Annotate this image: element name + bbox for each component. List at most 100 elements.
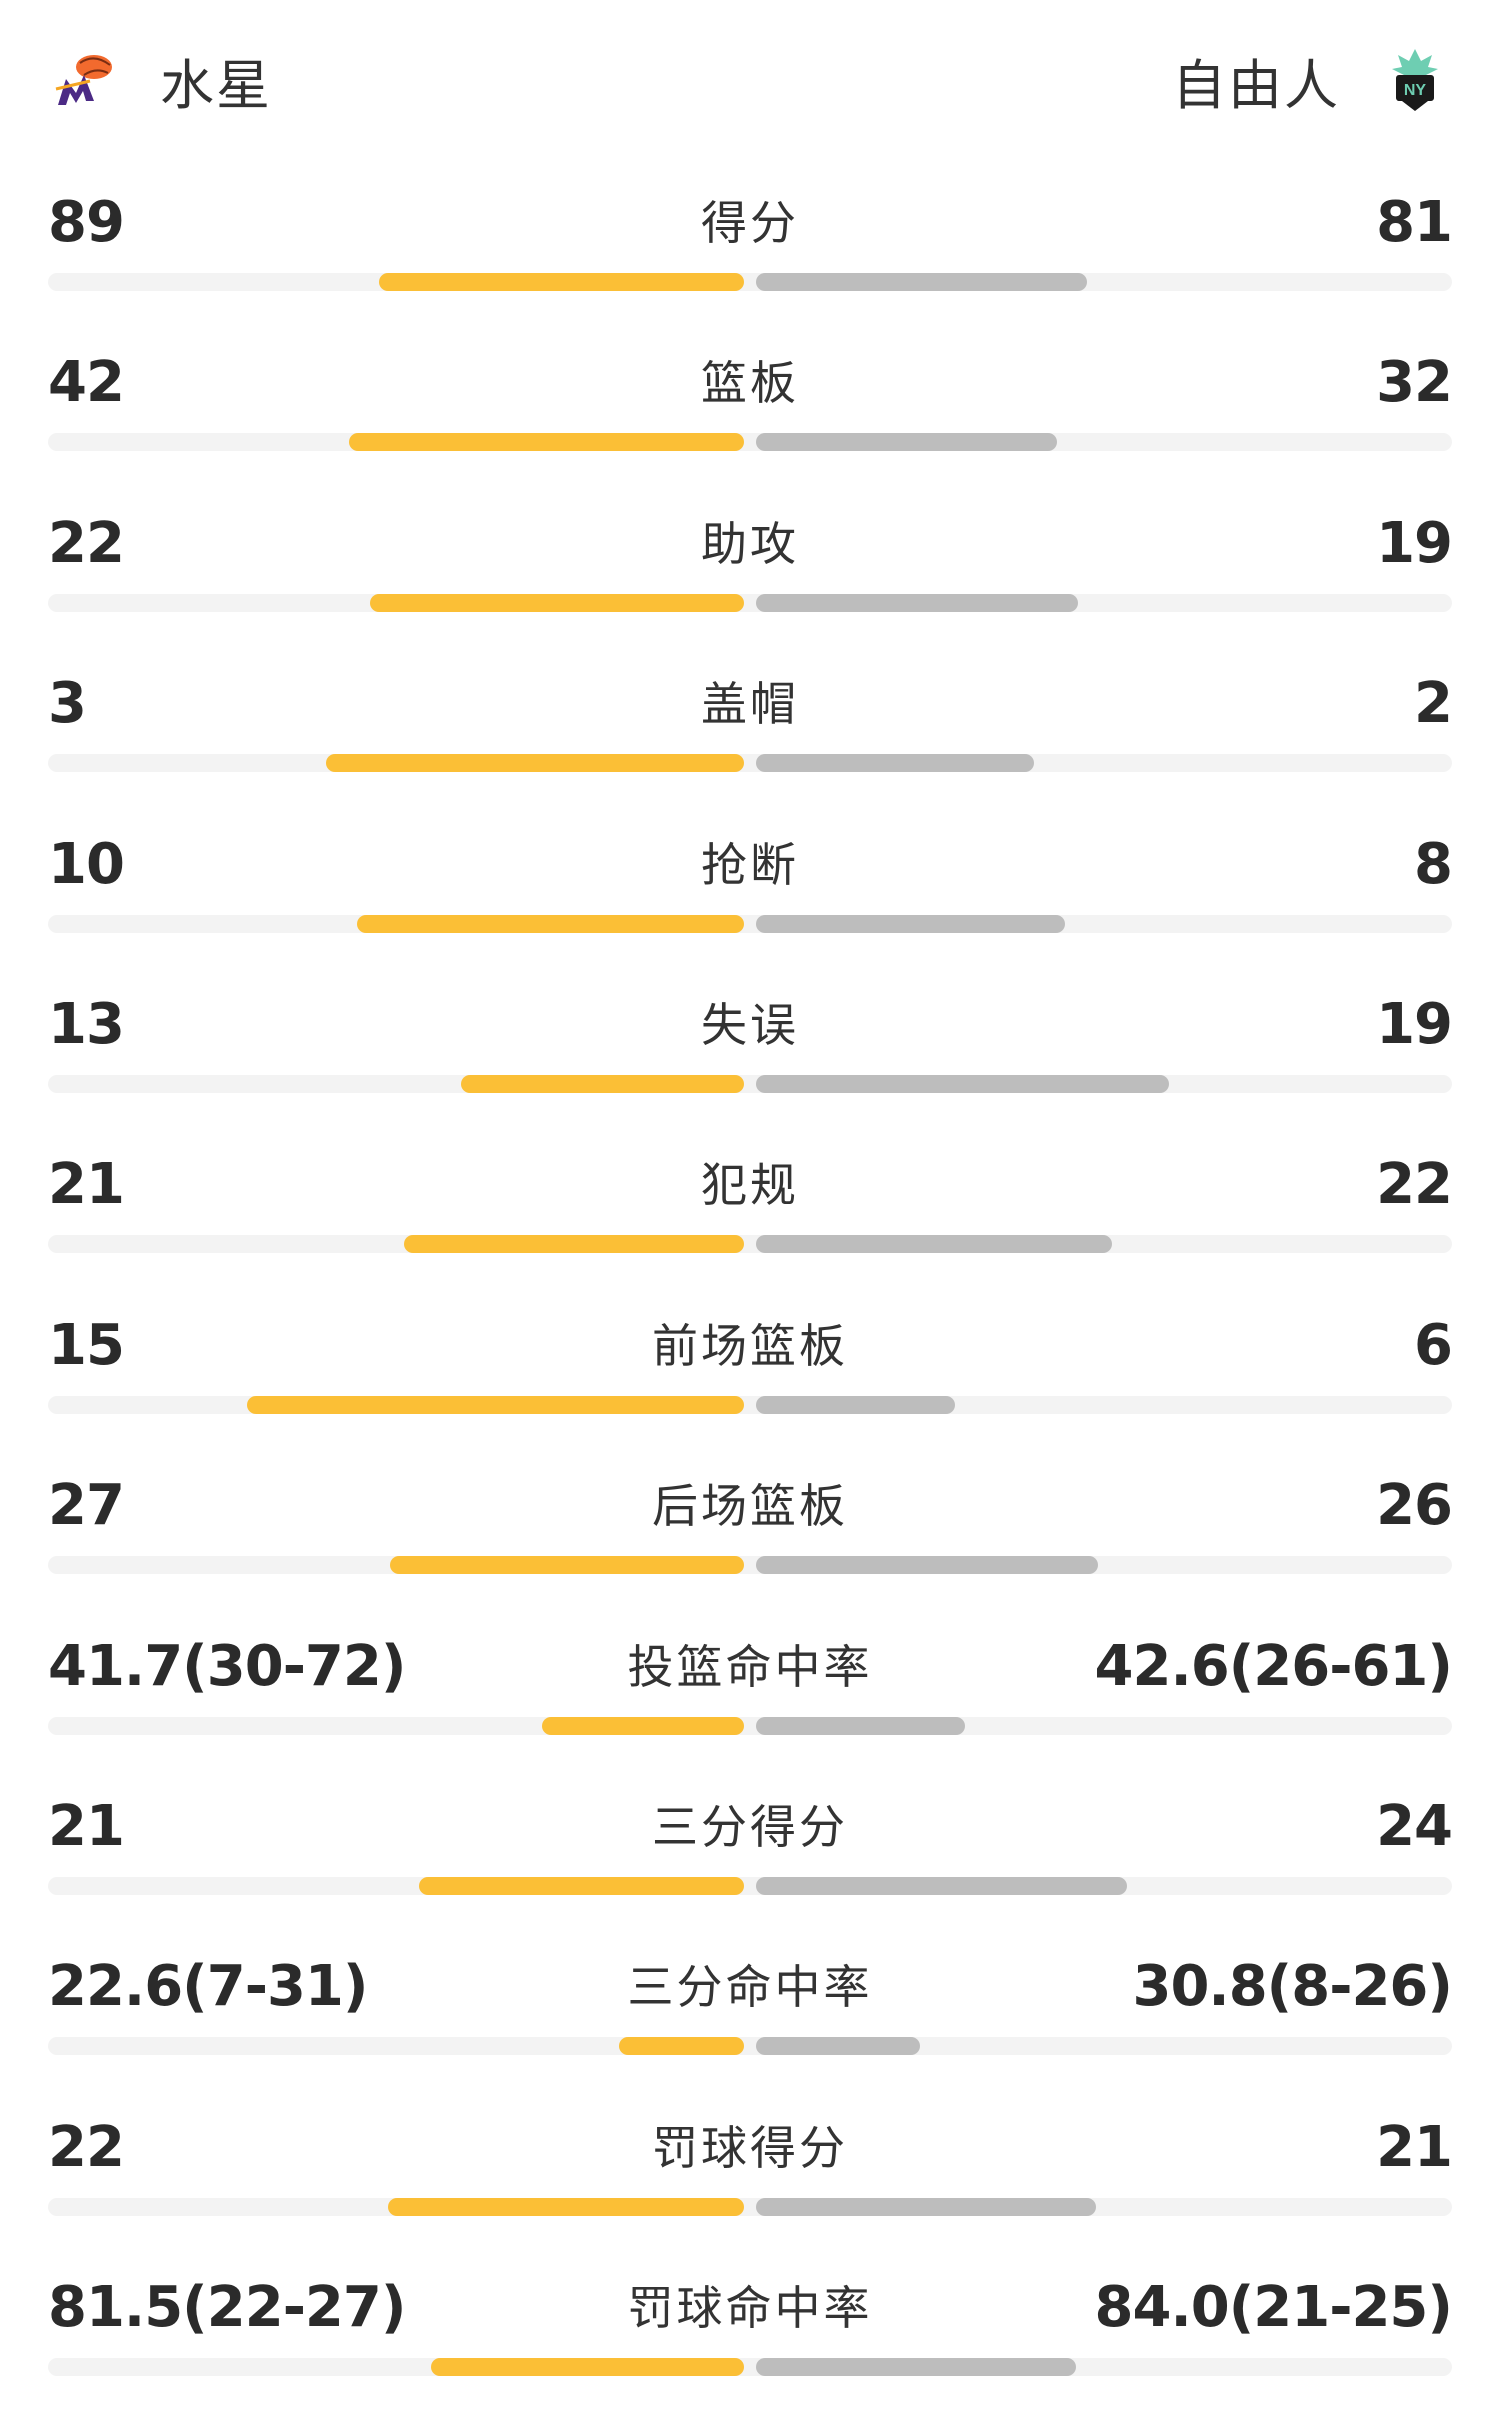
stat-label: 投篮命中率 bbox=[627, 1639, 873, 1694]
home-stat-bar bbox=[349, 433, 744, 452]
home-stat-value: 22.6(7-31) bbox=[48, 1954, 368, 2020]
away-stat-value: 42.6(26-61) bbox=[1094, 1633, 1453, 1699]
new-york-liberty-logo-icon: NY bbox=[1392, 49, 1438, 111]
stat-track bbox=[48, 1235, 1452, 1254]
home-stat-value: 81.5(22-27) bbox=[48, 2275, 406, 2341]
away-stat-value: 24 bbox=[1376, 1793, 1453, 1859]
stat-label: 抢断 bbox=[701, 837, 799, 892]
stat-label: 三分命中率 bbox=[627, 1960, 873, 2015]
away-stat-value: 6 bbox=[1414, 1312, 1453, 1378]
away-stat-value: 84.0(21-25) bbox=[1094, 2275, 1453, 2341]
stat-track bbox=[48, 2037, 1452, 2056]
away-stat-bar bbox=[756, 273, 1087, 291]
stat-label: 篮板 bbox=[701, 356, 799, 411]
home-stat-bar bbox=[404, 1235, 744, 1254]
home-stat-value: 42 bbox=[48, 350, 125, 416]
stat-label: 助攻 bbox=[701, 516, 799, 571]
home-stat-value: 41.7(30-72) bbox=[48, 1633, 406, 1699]
away-stat-bar bbox=[756, 1556, 1098, 1575]
stat-row: 13 失误 19 bbox=[0, 970, 1500, 1130]
away-stat-value: 8 bbox=[1414, 831, 1453, 897]
away-stat-bar bbox=[756, 1395, 955, 1414]
stat-row: 41.7(30-72) 投篮命中率 42.6(26-61) bbox=[0, 1612, 1500, 1772]
home-stat-bar bbox=[388, 2197, 744, 2216]
stat-track bbox=[48, 1556, 1452, 1575]
away-stat-value: 81 bbox=[1376, 190, 1453, 255]
home-stat-value: 22 bbox=[48, 510, 125, 576]
stat-track bbox=[48, 1074, 1452, 1093]
away-stat-value: 2 bbox=[1414, 671, 1453, 737]
stat-row: 42 篮板 32 bbox=[0, 328, 1500, 488]
svg-text:NY: NY bbox=[1404, 82, 1427, 99]
phoenix-mercury-logo-icon bbox=[55, 55, 112, 105]
home-stat-value: 13 bbox=[48, 991, 125, 1057]
stat-track bbox=[48, 914, 1452, 933]
away-stat-value: 30.8(8-26) bbox=[1132, 1954, 1453, 2020]
stat-row: 81.5(22-27) 罚球命中率 84.0(21-25) bbox=[0, 2253, 1500, 2413]
home-stat-value: 3 bbox=[48, 671, 87, 737]
away-stat-bar bbox=[756, 754, 1034, 773]
stat-track bbox=[48, 273, 1452, 291]
stat-label: 失误 bbox=[701, 997, 799, 1052]
stat-label: 后场篮板 bbox=[652, 1479, 848, 1534]
stat-label: 罚球命中率 bbox=[627, 2281, 873, 2336]
stat-track bbox=[48, 1716, 1452, 1735]
stat-row: 22.6(7-31) 三分命中率 30.8(8-26) bbox=[0, 1932, 1500, 2092]
home-stat-bar bbox=[370, 593, 744, 612]
home-stat-value: 21 bbox=[48, 1793, 125, 1859]
away-stat-bar bbox=[756, 1074, 1169, 1093]
home-stat-bar bbox=[461, 1074, 744, 1093]
stat-track bbox=[48, 2358, 1452, 2377]
home-stat-bar bbox=[431, 2358, 744, 2377]
stat-row: 22 罚球得分 21 bbox=[0, 2093, 1500, 2253]
away-stat-value: 32 bbox=[1376, 350, 1453, 416]
away-stat-bar bbox=[756, 2037, 920, 2056]
away-stat-value: 21 bbox=[1376, 2114, 1453, 2180]
home-team-name: 水星 bbox=[160, 53, 272, 117]
home-stat-value: 21 bbox=[48, 1152, 125, 1218]
away-stat-bar bbox=[756, 914, 1065, 933]
home-stat-bar bbox=[379, 273, 744, 291]
home-stat-value: 10 bbox=[48, 831, 125, 897]
stat-track bbox=[48, 754, 1452, 773]
away-stat-bar bbox=[756, 1235, 1112, 1254]
stat-row: 21 犯规 22 bbox=[0, 1130, 1500, 1290]
stat-row: 89 得分 81 bbox=[0, 168, 1500, 328]
stat-track bbox=[48, 1876, 1452, 1895]
stat-row: 15 前场篮板 6 bbox=[0, 1291, 1500, 1451]
away-stat-value: 19 bbox=[1376, 510, 1453, 576]
home-stat-value: 22 bbox=[48, 2114, 125, 2180]
stat-row: 21 三分得分 24 bbox=[0, 1772, 1500, 1932]
stat-label: 三分得分 bbox=[652, 1799, 848, 1854]
stat-row: 3 盖帽 2 bbox=[0, 649, 1500, 809]
stat-row: 10 抢断 8 bbox=[0, 810, 1500, 970]
stat-track bbox=[48, 433, 1452, 452]
stat-row: 22 助攻 19 bbox=[0, 489, 1500, 649]
home-team[interactable]: 水星 bbox=[50, 40, 272, 120]
away-stat-value: 26 bbox=[1376, 1473, 1453, 1539]
away-stat-bar bbox=[756, 1716, 965, 1735]
away-team[interactable]: 自由人 NY bbox=[1172, 40, 1450, 120]
stat-rows: 89 得分 81 42 篮板 32 22 助攻 19 3 盖帽 2 10 抢断 8 13 失误 19 21 犯规 22 1… bbox=[0, 168, 1500, 2413]
stat-label: 罚球得分 bbox=[652, 2120, 848, 2175]
home-stat-bar bbox=[419, 1876, 744, 1895]
teams-header: 水星 自由人 NY bbox=[0, 0, 1500, 160]
home-stat-bar bbox=[390, 1556, 744, 1575]
home-stat-bar bbox=[542, 1716, 744, 1735]
away-stat-bar bbox=[756, 593, 1078, 612]
away-stat-bar bbox=[756, 2358, 1076, 2377]
home-stat-bar bbox=[326, 754, 744, 773]
stat-label: 前场篮板 bbox=[652, 1318, 848, 1373]
stat-label: 得分 bbox=[701, 196, 799, 250]
stat-track bbox=[48, 593, 1452, 612]
home-stat-value: 89 bbox=[48, 190, 125, 255]
away-stat-bar bbox=[756, 1876, 1127, 1895]
home-stat-value: 15 bbox=[48, 1312, 125, 1378]
stat-track bbox=[48, 2197, 1452, 2216]
away-stat-value: 19 bbox=[1376, 991, 1453, 1057]
stat-row: 27 后场篮板 26 bbox=[0, 1451, 1500, 1611]
home-stat-value: 27 bbox=[48, 1473, 125, 1539]
stat-label: 犯规 bbox=[701, 1158, 799, 1213]
away-stat-bar bbox=[756, 433, 1057, 452]
